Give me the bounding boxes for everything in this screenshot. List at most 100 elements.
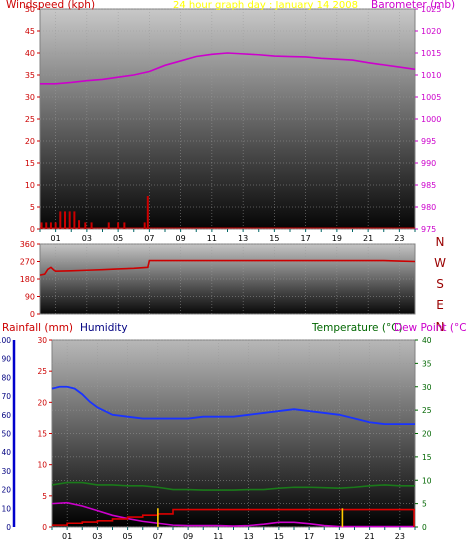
rainfall-line [52,508,415,526]
windspeed-bar [123,222,126,229]
temperature-tick-label: 15 [422,453,432,462]
barometer-tick-label: 975 [421,225,436,234]
x-tick-label: 09 [176,234,186,243]
series-group-3 [51,385,415,528]
humidity-tick-label: 40 [1,448,11,457]
wind-direction-line [39,259,416,276]
windspeed-bar [54,222,57,229]
x-tick-label: 21 [365,532,375,541]
direction-tick-label: 90 [25,293,35,302]
x-tick-label: 19 [332,234,342,243]
rainfall-tick-label: 5 [42,492,47,501]
compass-label: S [436,277,444,291]
windspeed-bar [49,222,52,229]
barometer-tick-label: 1000 [421,115,441,124]
humidity-tick-label: 100 [0,336,11,345]
direction-tick-label: 0 [30,310,35,319]
humidity-tick-label: 70 [1,392,11,401]
grid-3 [52,339,415,528]
windspeed-bar [143,222,146,229]
x-tick-label: 23 [394,234,404,243]
x-tick-label: 21 [363,234,373,243]
windspeed-bar [117,222,120,229]
x-tick-label: 07 [144,234,154,243]
x-tick-label: 23 [395,532,405,541]
direction-tick-label: 270 [20,258,35,267]
x-ticks-1: 01 03 05 07 09 11 13 15 17 19 21 23 [39,229,416,243]
x-tick-label: 17 [301,234,311,243]
windspeed-tick-label: 30 [25,93,35,102]
windspeed-bar [78,220,81,229]
compass-label: N [436,320,445,334]
windspeed-bar [146,196,149,229]
windspeed-tick-label: 35 [25,71,35,80]
x-tick-label: 13 [244,532,254,541]
windspeed-tick-label: 40 [25,49,35,58]
barometer-ticks: 975 980 985 990 995 1000 1005 1010 1015 1020 1025 [415,5,441,234]
windspeed-bar [90,222,93,229]
humidity-tick-label: 80 [1,373,11,382]
compass-label: N [436,235,445,249]
x-tick-label: 05 [113,234,123,243]
direction-tick-label: 180 [20,275,35,284]
humidity-tick-label: 0 [6,523,11,532]
humidity-ticks: 0 10 20 30 40 50 60 70 80 90 100 [0,336,16,532]
windspeed-tick-label: 25 [25,115,35,124]
x-tick-label: 09 [183,532,193,541]
barometer-tick-label: 985 [421,181,436,190]
windspeed-bar [84,222,87,229]
windspeed-bar [73,211,76,229]
humidity-tick-label: 90 [1,355,11,364]
humidity-axis-label: Humidity [80,322,128,334]
x-tick-label: 01 [62,532,72,541]
x-tick-label: 15 [269,234,279,243]
humidity-tick-label: 30 [1,467,11,476]
x-tick-label: 03 [82,234,92,243]
x-tick-label: 07 [153,532,163,541]
dewpoint-line [51,501,415,528]
rainfall-tick-label: 25 [37,367,47,376]
temperature-ticks: 0 5 10 15 20 25 30 35 40 [415,336,432,532]
x-tick-label: 03 [92,532,102,541]
rainfall-tick-label: 0 [42,523,47,532]
panel-temp-humidity: Rainfall (mm) Humidity Temperature (°C) … [0,322,466,541]
windspeed-bar [68,211,71,229]
windspeed-tick-label: 45 [25,27,35,36]
windspeed-tick-label: 0 [30,225,35,234]
temperature-tick-label: 40 [422,336,432,345]
barometer-tick-label: 1015 [421,49,441,58]
temperature-tick-label: 20 [422,430,432,439]
windspeed-tick-label: 20 [25,137,35,146]
barometer-tick-label: 980 [421,203,436,212]
direction-ticks: 0 90 180 270 360 [20,240,40,319]
barometer-axis-label: Barometer (mb) [371,0,455,11]
dewpoint-axis-label: Dew Point (°C) [394,322,466,334]
rainfall-tick-label: 30 [37,336,47,345]
x-tick-label: 19 [334,532,344,541]
x-tick-label: 11 [213,532,223,541]
barometer-tick-label: 995 [421,137,436,146]
series-group-1 [40,52,416,229]
temperature-tick-label: 35 [422,359,432,368]
grid-2 [40,243,415,315]
rainfall-tick-label: 15 [37,430,47,439]
humidity-tick-label: 10 [1,504,11,513]
humidity-tick-label: 50 [1,430,11,439]
windspeed-bar [64,211,66,229]
temperature-line [51,481,415,491]
humidity-tick-label: 60 [1,411,11,420]
direction-tick-label: 360 [20,240,35,249]
temperature-axis-label: Temperature (°C) [311,322,403,334]
windspeed-bar [107,222,110,229]
x-tick-label: 15 [274,532,284,541]
temperature-tick-label: 10 [422,476,432,485]
rainfall-axis-label: Rainfall (mm) [2,322,73,334]
humidity-tick-label: 20 [1,486,11,495]
windspeed-tick-label: 10 [25,181,35,190]
barometer-tick-label: 1010 [421,71,441,80]
temperature-tick-label: 25 [422,406,432,415]
rainfall-ticks: 0 5 10 15 20 25 30 [37,336,52,532]
